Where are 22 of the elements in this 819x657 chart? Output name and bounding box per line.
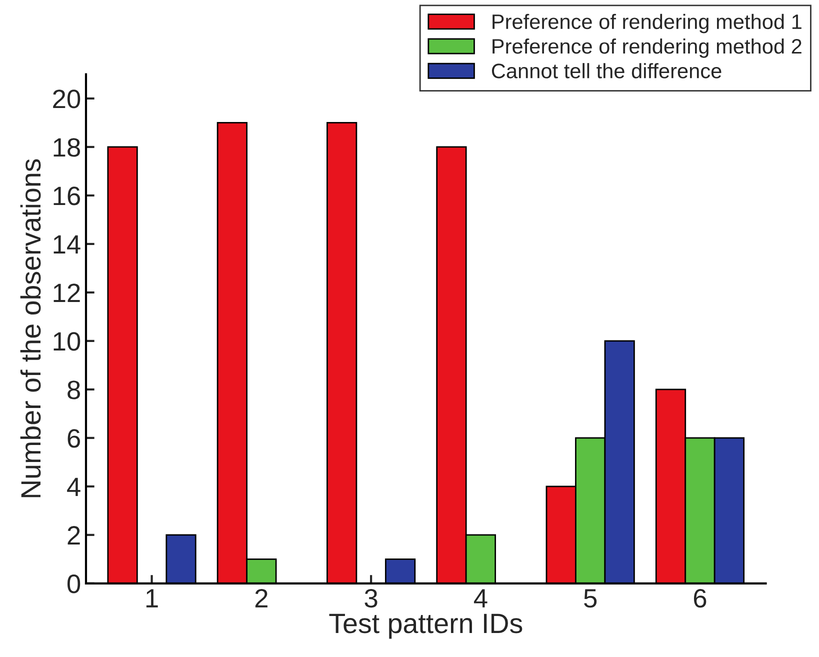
y-tick-label: 16 [54, 186, 80, 206]
x-axis-title: Test pattern IDs [329, 614, 522, 639]
y-tick-label: 12 [54, 284, 80, 302]
y-tick-label: 4 [67, 478, 80, 496]
y-axis-title: Number of the observations [20, 159, 41, 498]
y-tick-label: 18 [54, 138, 80, 157]
y-tick-label: 14 [54, 235, 80, 254]
legend-label: Preference of rendering method 2 [492, 38, 802, 58]
x-tick-label: 3 [364, 588, 378, 608]
y-tick-label: 8 [68, 380, 80, 400]
x-tick-label: 4 [474, 589, 488, 608]
y-tick-label: 10 [54, 332, 80, 351]
x-tick-label: 1 [146, 589, 158, 608]
y-tick-label: 20 [53, 90, 80, 108]
x-tick-label: 2 [255, 588, 268, 608]
y-tick-label: 6 [68, 429, 80, 448]
legend-label: Cannot tell the difference [492, 63, 722, 78]
y-tick-label: 2 [68, 526, 80, 544]
y-tick-label: 0 [67, 574, 80, 594]
legend-label: Preference of rendering method 1 [492, 14, 802, 34]
x-tick-label: 6 [694, 588, 706, 608]
x-tick-label: 5 [584, 589, 597, 608]
